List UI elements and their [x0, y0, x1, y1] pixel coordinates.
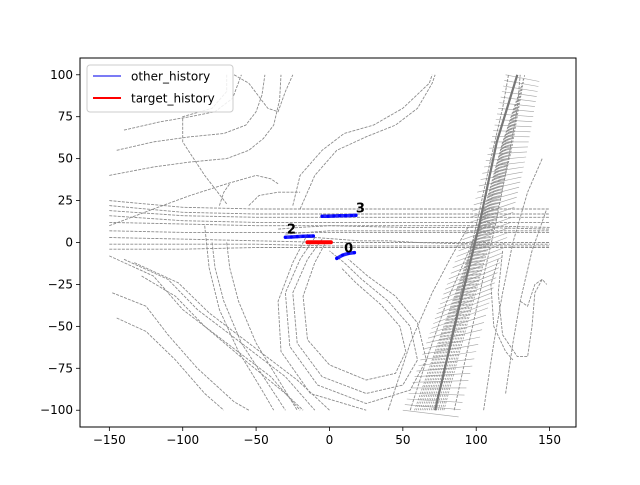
legend: other_history target_history	[87, 65, 233, 112]
other-history-point	[344, 214, 347, 217]
target-history-point	[318, 241, 321, 244]
other-history-point	[321, 215, 324, 218]
y-tick-label: 50	[58, 152, 73, 166]
track-id-label: 3	[356, 201, 365, 216]
target-history-point	[329, 241, 332, 244]
y-tick-label: −100	[40, 403, 73, 417]
x-tick-label: 0	[326, 433, 334, 447]
y-tick-label: −50	[48, 319, 73, 333]
y-tick-label: 0	[65, 236, 73, 250]
other-history-point	[350, 214, 353, 217]
target-history-point	[306, 241, 309, 244]
target-history-point	[312, 241, 315, 244]
legend-label-other-history: other_history	[131, 70, 210, 84]
other-history-point	[307, 235, 310, 238]
other-history-point	[332, 214, 335, 217]
other-history-point	[312, 234, 315, 237]
other-history-point	[296, 235, 299, 238]
target-history-point	[324, 241, 327, 244]
y-tick-label: −75	[48, 361, 73, 375]
x-tick-label: 100	[465, 433, 488, 447]
track-id-label: 2	[287, 222, 296, 237]
legend-label-target-history: target_history	[131, 92, 215, 106]
track-id-label: 0	[344, 242, 353, 257]
y-tick-label: 100	[50, 68, 73, 82]
other-history-point	[302, 235, 305, 238]
other-history-point	[335, 257, 338, 260]
other-history-point	[338, 214, 341, 217]
other-history-point	[353, 251, 356, 254]
y-tick-label: 75	[58, 110, 73, 124]
x-tick-label: −50	[243, 433, 268, 447]
x-tick-label: 50	[395, 433, 410, 447]
x-tick-label: −100	[166, 433, 199, 447]
y-tick-label: −25	[48, 277, 73, 291]
y-tick-label: 25	[58, 194, 73, 208]
x-tick-label: −150	[93, 433, 126, 447]
x-tick-label: 150	[538, 433, 561, 447]
other-history-point	[326, 215, 329, 218]
